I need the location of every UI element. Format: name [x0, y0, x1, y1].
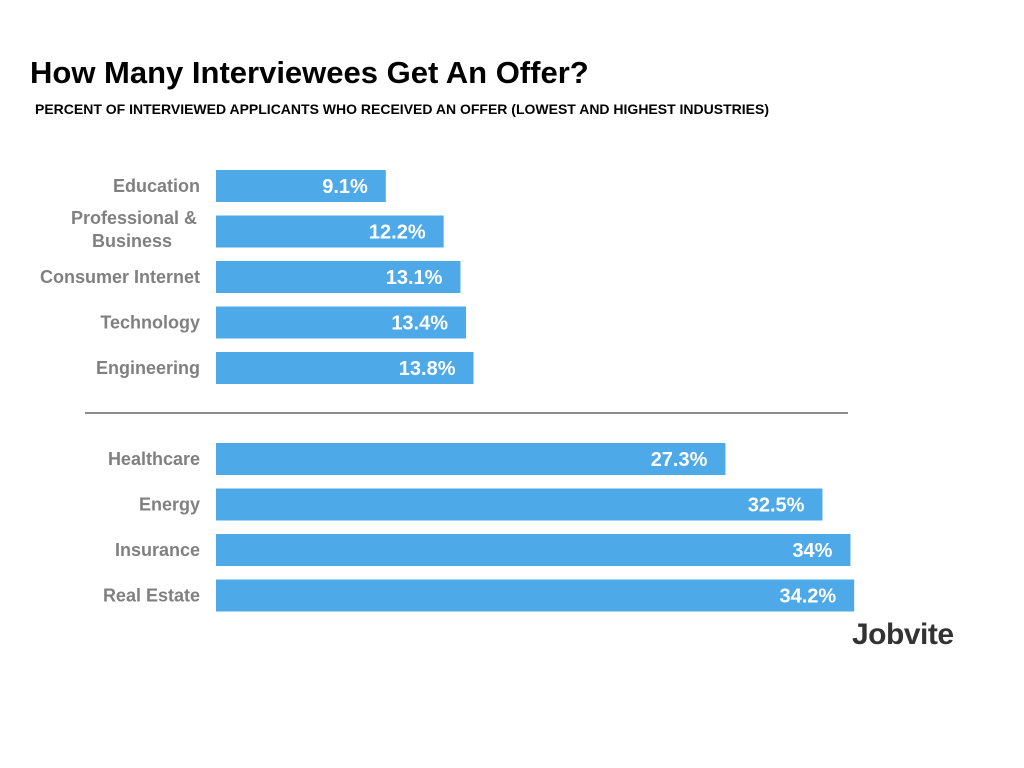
category-label-line: Education	[113, 176, 200, 196]
value-label-lowest-3: 13.4%	[391, 313, 448, 335]
value-label-lowest-4: 13.8%	[399, 358, 456, 380]
bar-lowest-1	[216, 215, 444, 248]
category-label-line: Healthcare	[108, 449, 200, 469]
value-label-highest-3: 34.2%	[779, 586, 836, 608]
value-label-highest-2: 34%	[792, 540, 832, 562]
category-label-lowest-4: Engineering	[96, 358, 200, 378]
category-label-lowest-2: Consumer Internet	[40, 267, 200, 287]
category-label-lowest-0: Education	[113, 176, 200, 196]
value-label-highest-0: 27.3%	[651, 449, 708, 471]
value-label-lowest-1: 12.2%	[369, 222, 426, 244]
jobvite-logo: Jobvite	[852, 618, 954, 651]
category-label-line: Energy	[139, 495, 200, 515]
bars-layer: 9.1% Education 12.2% Professional & Business…	[40, 170, 855, 612]
category-label-lowest-3: Technology	[100, 313, 200, 333]
category-label-line: Professional &	[71, 208, 197, 228]
bar-highest-3	[216, 579, 855, 612]
bar-highest-1	[216, 488, 823, 521]
bar-lowest-4	[216, 352, 474, 384]
bar-lowest-2	[216, 261, 461, 293]
category-label-line: Business	[92, 231, 172, 251]
bar-lowest-0	[216, 170, 386, 202]
bar-highest-2	[216, 534, 851, 566]
category-label-line: Technology	[100, 313, 200, 333]
category-label-highest-1: Energy	[139, 495, 200, 515]
value-label-highest-1: 32.5%	[748, 495, 805, 517]
category-label-line: Real Estate	[103, 586, 200, 606]
category-label-highest-3: Real Estate	[103, 586, 200, 606]
category-label-line: Consumer Internet	[40, 267, 200, 287]
bar-highest-0	[216, 443, 726, 475]
value-label-lowest-0: 9.1%	[322, 176, 368, 198]
value-label-lowest-2: 13.1%	[386, 267, 443, 289]
category-label-highest-0: Healthcare	[108, 449, 200, 469]
bar-lowest-3	[216, 306, 467, 339]
category-label-line: Insurance	[115, 540, 200, 560]
chart-title: How Many Interviewees Get An Offer?	[30, 55, 589, 90]
category-label-highest-2: Insurance	[115, 540, 200, 560]
category-label-line: Engineering	[96, 358, 200, 378]
chart-subtitle: PERCENT OF INTERVIEWED APPLICANTS WHO RE…	[35, 101, 769, 117]
category-label-lowest-1: Professional & Business	[71, 208, 197, 251]
